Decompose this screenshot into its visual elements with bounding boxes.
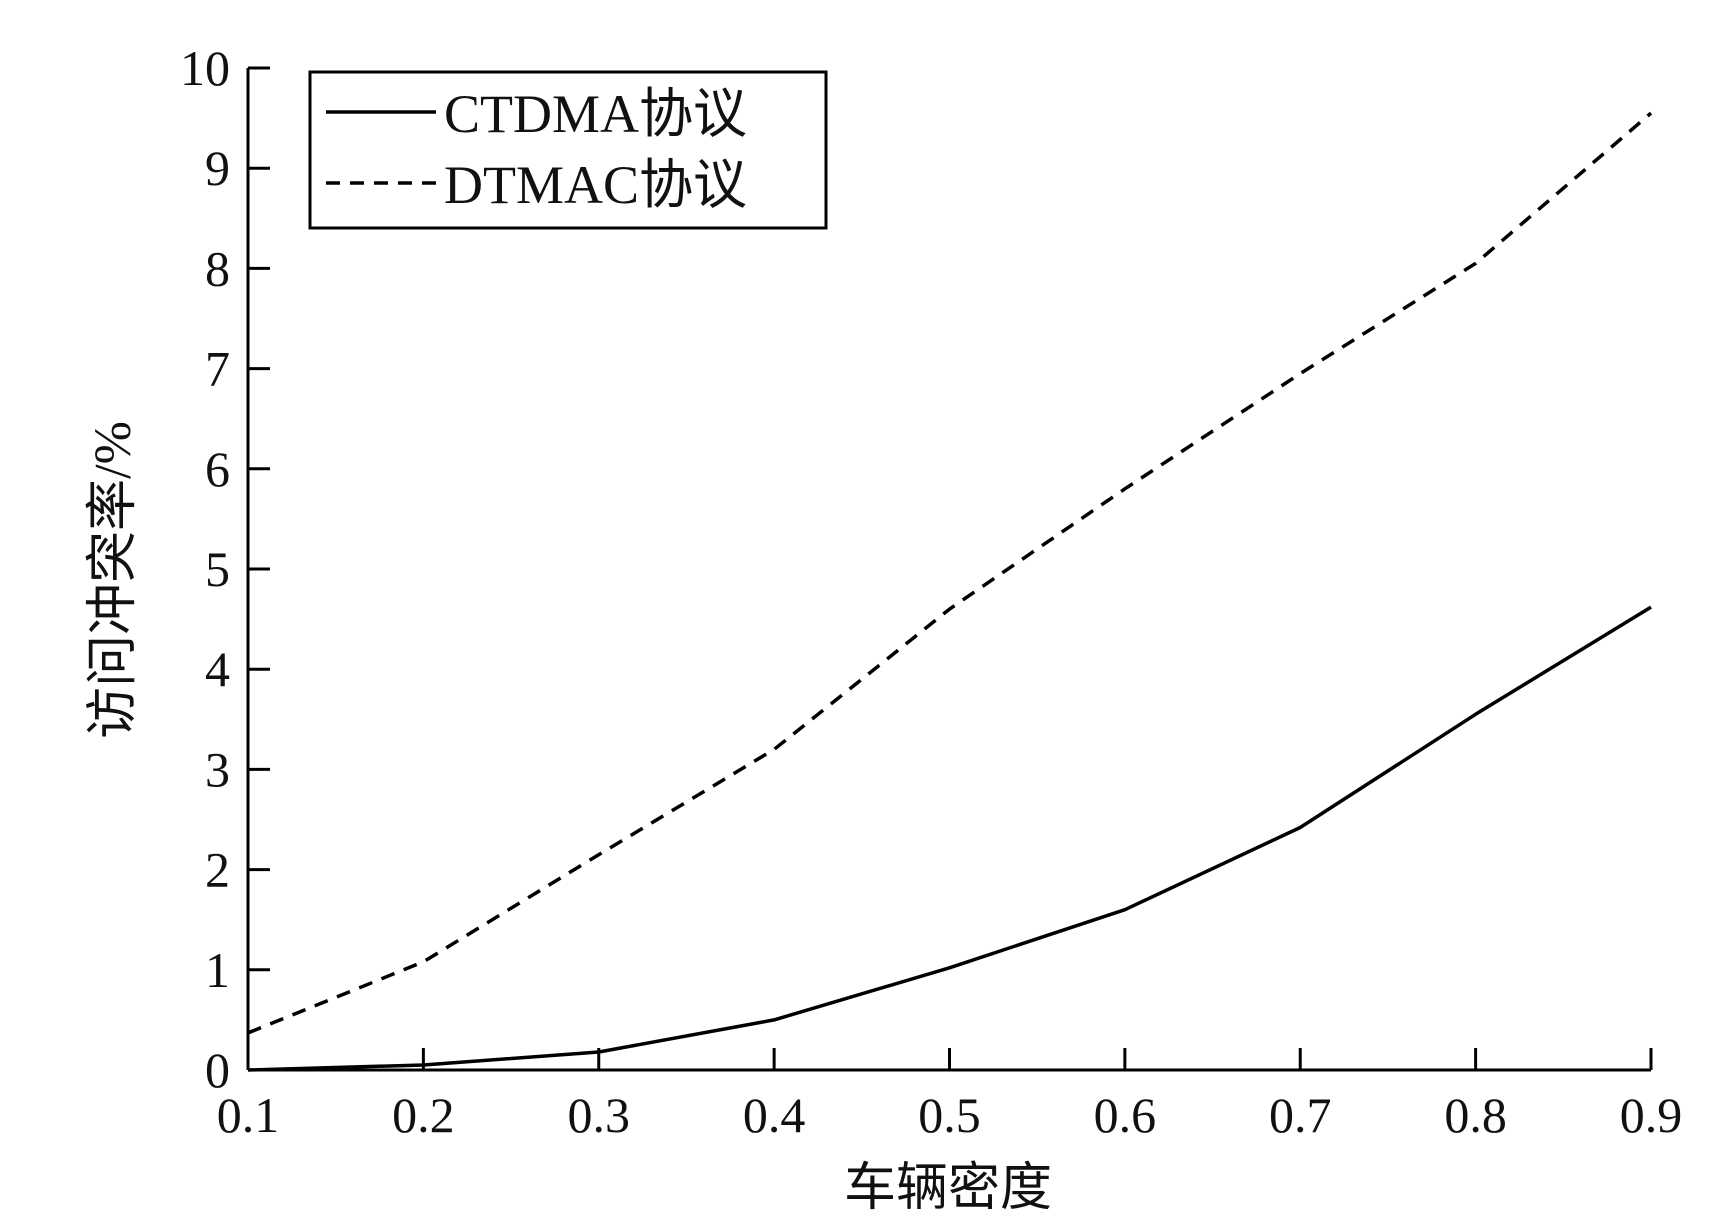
series-lines: [247, 111, 1653, 1072]
y-tick-label: 2: [205, 842, 230, 898]
x-tick-label: 0.3: [568, 1087, 631, 1143]
y-tick-label: 3: [205, 741, 230, 797]
y-tick-label: 4: [205, 641, 230, 697]
y-tick-label: 5: [205, 541, 230, 597]
y-tick-label: 8: [205, 240, 230, 296]
y-tick-label: 1: [205, 942, 230, 998]
x-tick-label: 0.6: [1094, 1087, 1157, 1143]
x-axis-label: 车辆密度: [844, 1160, 1052, 1217]
x-tick-label: 0.8: [1444, 1087, 1507, 1143]
series-line-ctdma: [247, 605, 1652, 1072]
x-tick-label: 0.7: [1269, 1087, 1332, 1143]
y-tick-label: 10: [180, 40, 230, 96]
x-tick-label: 0.4: [743, 1087, 806, 1143]
y-axis-label: 访问冲突率/%: [85, 421, 142, 739]
y-tick-label: 9: [205, 140, 230, 196]
legend-label-ctdma: CTDMA协议: [444, 84, 747, 144]
y-tick-label: 0: [205, 1042, 230, 1098]
ticks: 0 1 2 3 4 5 6 7 8 9 10 0.1 0.2 0.3 0.4 0.5 0.6 0.7 0.8 0.9: [180, 40, 1682, 1143]
legend: CTDMA协议 DTMAC协议: [308, 70, 828, 230]
x-tick-label: 0.5: [918, 1087, 981, 1143]
y-tick-label: 6: [205, 441, 230, 497]
x-tick-label: 0.1: [217, 1087, 280, 1143]
legend-label-dtmac: DTMAC协议: [444, 155, 747, 215]
y-tick-label: 7: [205, 341, 230, 397]
series-line-dtmac: [247, 111, 1653, 1035]
x-tick-label: 0.9: [1620, 1087, 1683, 1143]
legend-box: [308, 70, 828, 230]
x-tick-label: 0.2: [392, 1087, 455, 1143]
